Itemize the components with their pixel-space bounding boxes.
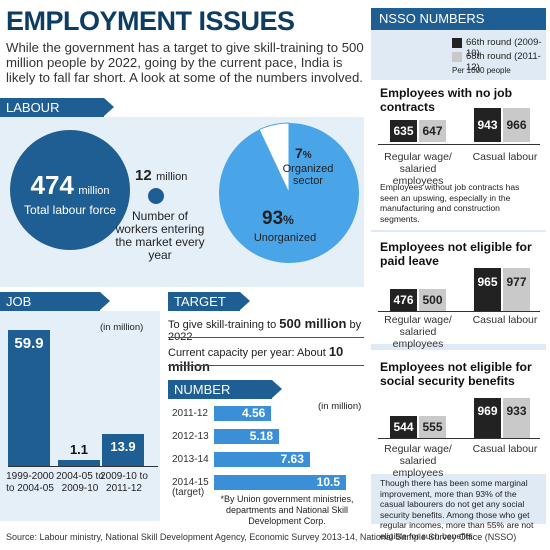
page-title: EMPLOYMENT ISSUES [6, 6, 295, 36]
no-contracts-regular-label: Regular wage/ salaried employees [384, 151, 452, 187]
social-security-baseline [378, 438, 540, 439]
job-creation-unit: (in million) [100, 322, 144, 333]
total-labour-value: 474 [30, 170, 74, 200]
job-creation-bar-label: 59.9 [14, 335, 44, 352]
no-contracts-casual-68: 966 [503, 108, 530, 142]
organized-pct: 7 [295, 145, 303, 161]
social-security-casual-label: Casual labour [472, 443, 538, 455]
paid-leave-title: Employees not eligible for paid leave [380, 240, 532, 268]
number-trained-footnote: *By Union government ministries, departm… [220, 494, 354, 526]
number-trained-bar: 10.5 [214, 475, 346, 490]
paid-leave-casual-label: Casual labour [472, 314, 538, 326]
paid-leave-casual-68: 977 [503, 268, 530, 311]
no-contracts-casual-label: Casual labour [472, 151, 538, 163]
labour-force-heading: LABOUR FORCE [0, 98, 114, 134]
number-trained-year: 2014-15 [172, 477, 209, 488]
target-line-1-prefix: To give skill-training to [168, 319, 277, 331]
no-contracts-casual-66: 943 [474, 108, 501, 142]
legend-label-66: 66th round (2009-10) [466, 37, 542, 59]
organized-pct-group: 7% [295, 145, 312, 161]
job-creation-period: 2004-05 to 2009-10 [56, 471, 104, 494]
job-creation-bar [102, 434, 144, 466]
entering-dot [148, 188, 164, 204]
target-line-1-value: 500 million [279, 316, 347, 331]
social-security-regular-pair: 544 555 [390, 416, 446, 438]
job-creation-baseline [8, 466, 158, 467]
legend-swatch-66 [452, 38, 462, 48]
total-labour-label: Total labour force [23, 203, 117, 217]
no-contracts-baseline [378, 144, 540, 145]
number-trained-heading: NUMBER TRAINED* [168, 380, 282, 416]
unorganized-pct: 93 [262, 208, 284, 229]
legend-swatch-68 [452, 52, 462, 62]
target-divider [168, 337, 364, 338]
entering-value: 12 [135, 167, 152, 184]
paid-leave-casual-66: 965 [474, 268, 501, 311]
target-line-1: To give skill-training to 500 million by… [168, 316, 364, 343]
number-trained-unit: (in million) [318, 401, 362, 412]
total-labour-unit: million [78, 185, 110, 197]
number-trained-bar: 4.56 [214, 406, 272, 421]
job-creation-period: 2009-10 to 2011-12 [100, 471, 148, 494]
social-security-regular-68: 555 [419, 416, 446, 438]
unorganized-label: Unorganized [253, 232, 317, 244]
job-creation-bar-label: 1.1 [69, 442, 89, 457]
intro-text: While the government has a target to giv… [6, 40, 364, 85]
number-trained-bar: 7.63 [214, 452, 310, 467]
no-contracts-regular-pair: 635 647 [390, 120, 446, 142]
social-security-regular-label: Regular wage/ salaried employees [384, 443, 452, 479]
entering-unit: million [156, 171, 188, 183]
sector-pie [218, 122, 359, 263]
social-security-title: Employees not eligible for social securi… [380, 360, 532, 388]
target-divider-2 [168, 365, 364, 366]
no-contracts-regular-68: 647 [419, 120, 446, 142]
social-security-casual-pair: 969 933 [474, 398, 530, 438]
target-heading: TARGET [168, 292, 250, 311]
organized-pct-symbol: % [302, 150, 312, 161]
number-trained-year: 2013-14 [172, 454, 209, 465]
number-trained-target-note: (target) [172, 487, 205, 498]
job-creation-bar [8, 330, 50, 466]
entering-label: Number of workers entering the market ev… [115, 209, 205, 262]
per-1000-note: Per 1000 people [452, 66, 511, 75]
paid-leave-regular-66: 476 [390, 289, 417, 311]
legend-label-68: 68th round (2011-12) [466, 51, 541, 73]
job-creation-heading: JOB CREATION [0, 292, 110, 328]
target-line-2: Current capacity per year: About 10 mill… [168, 344, 364, 374]
no-contracts-note: Employees without job contracts has seen… [380, 182, 520, 224]
paid-leave-regular-pair: 476 500 [390, 289, 446, 311]
no-contracts-regular-66: 635 [390, 120, 417, 142]
unorganized-pct-group: 93% [262, 208, 294, 230]
pie-slice-organized [258, 122, 290, 194]
social-security-regular-66: 544 [390, 416, 417, 438]
job-creation-bar [58, 460, 100, 466]
organized-label: Organized sector [282, 163, 334, 187]
paid-leave-regular-68: 500 [419, 289, 446, 311]
paid-leave-baseline [378, 311, 540, 312]
target-line-2-value: 10 million [168, 344, 344, 374]
unorganized-pct-symbol: % [283, 213, 294, 227]
target-line-2-prefix: Current capacity per year: About [168, 347, 326, 359]
nsso-heading: NSSO NUMBERS [371, 8, 546, 30]
social-security-note: Though there has been some marginal impr… [380, 478, 534, 541]
entering-value-group: 12 million [135, 167, 195, 185]
paid-leave-casual-pair: 965 977 [474, 268, 530, 311]
paid-leave-regular-label: Regular wage/ salaried employees [384, 314, 452, 350]
total-labour-circle [10, 130, 130, 250]
no-contracts-casual-pair: 943 966 [474, 108, 530, 142]
job-creation-period: 1999-2000 to 2004-05 [6, 471, 54, 494]
total-labour-value-group: 474 million [10, 170, 130, 201]
number-trained-year: 2012-13 [172, 431, 209, 442]
no-contracts-title: Employees with no job contracts [380, 86, 513, 114]
no-contracts-card [371, 80, 546, 230]
source-note: Source: Labour ministry, National Skill … [6, 532, 517, 542]
social-security-casual-66: 969 [474, 398, 501, 438]
job-creation-bar-label: 13.9 [110, 439, 136, 455]
number-trained-bar: 5.18 [214, 429, 280, 444]
social-security-casual-68: 933 [503, 398, 530, 438]
number-trained-year: 2011-12 [172, 408, 208, 419]
